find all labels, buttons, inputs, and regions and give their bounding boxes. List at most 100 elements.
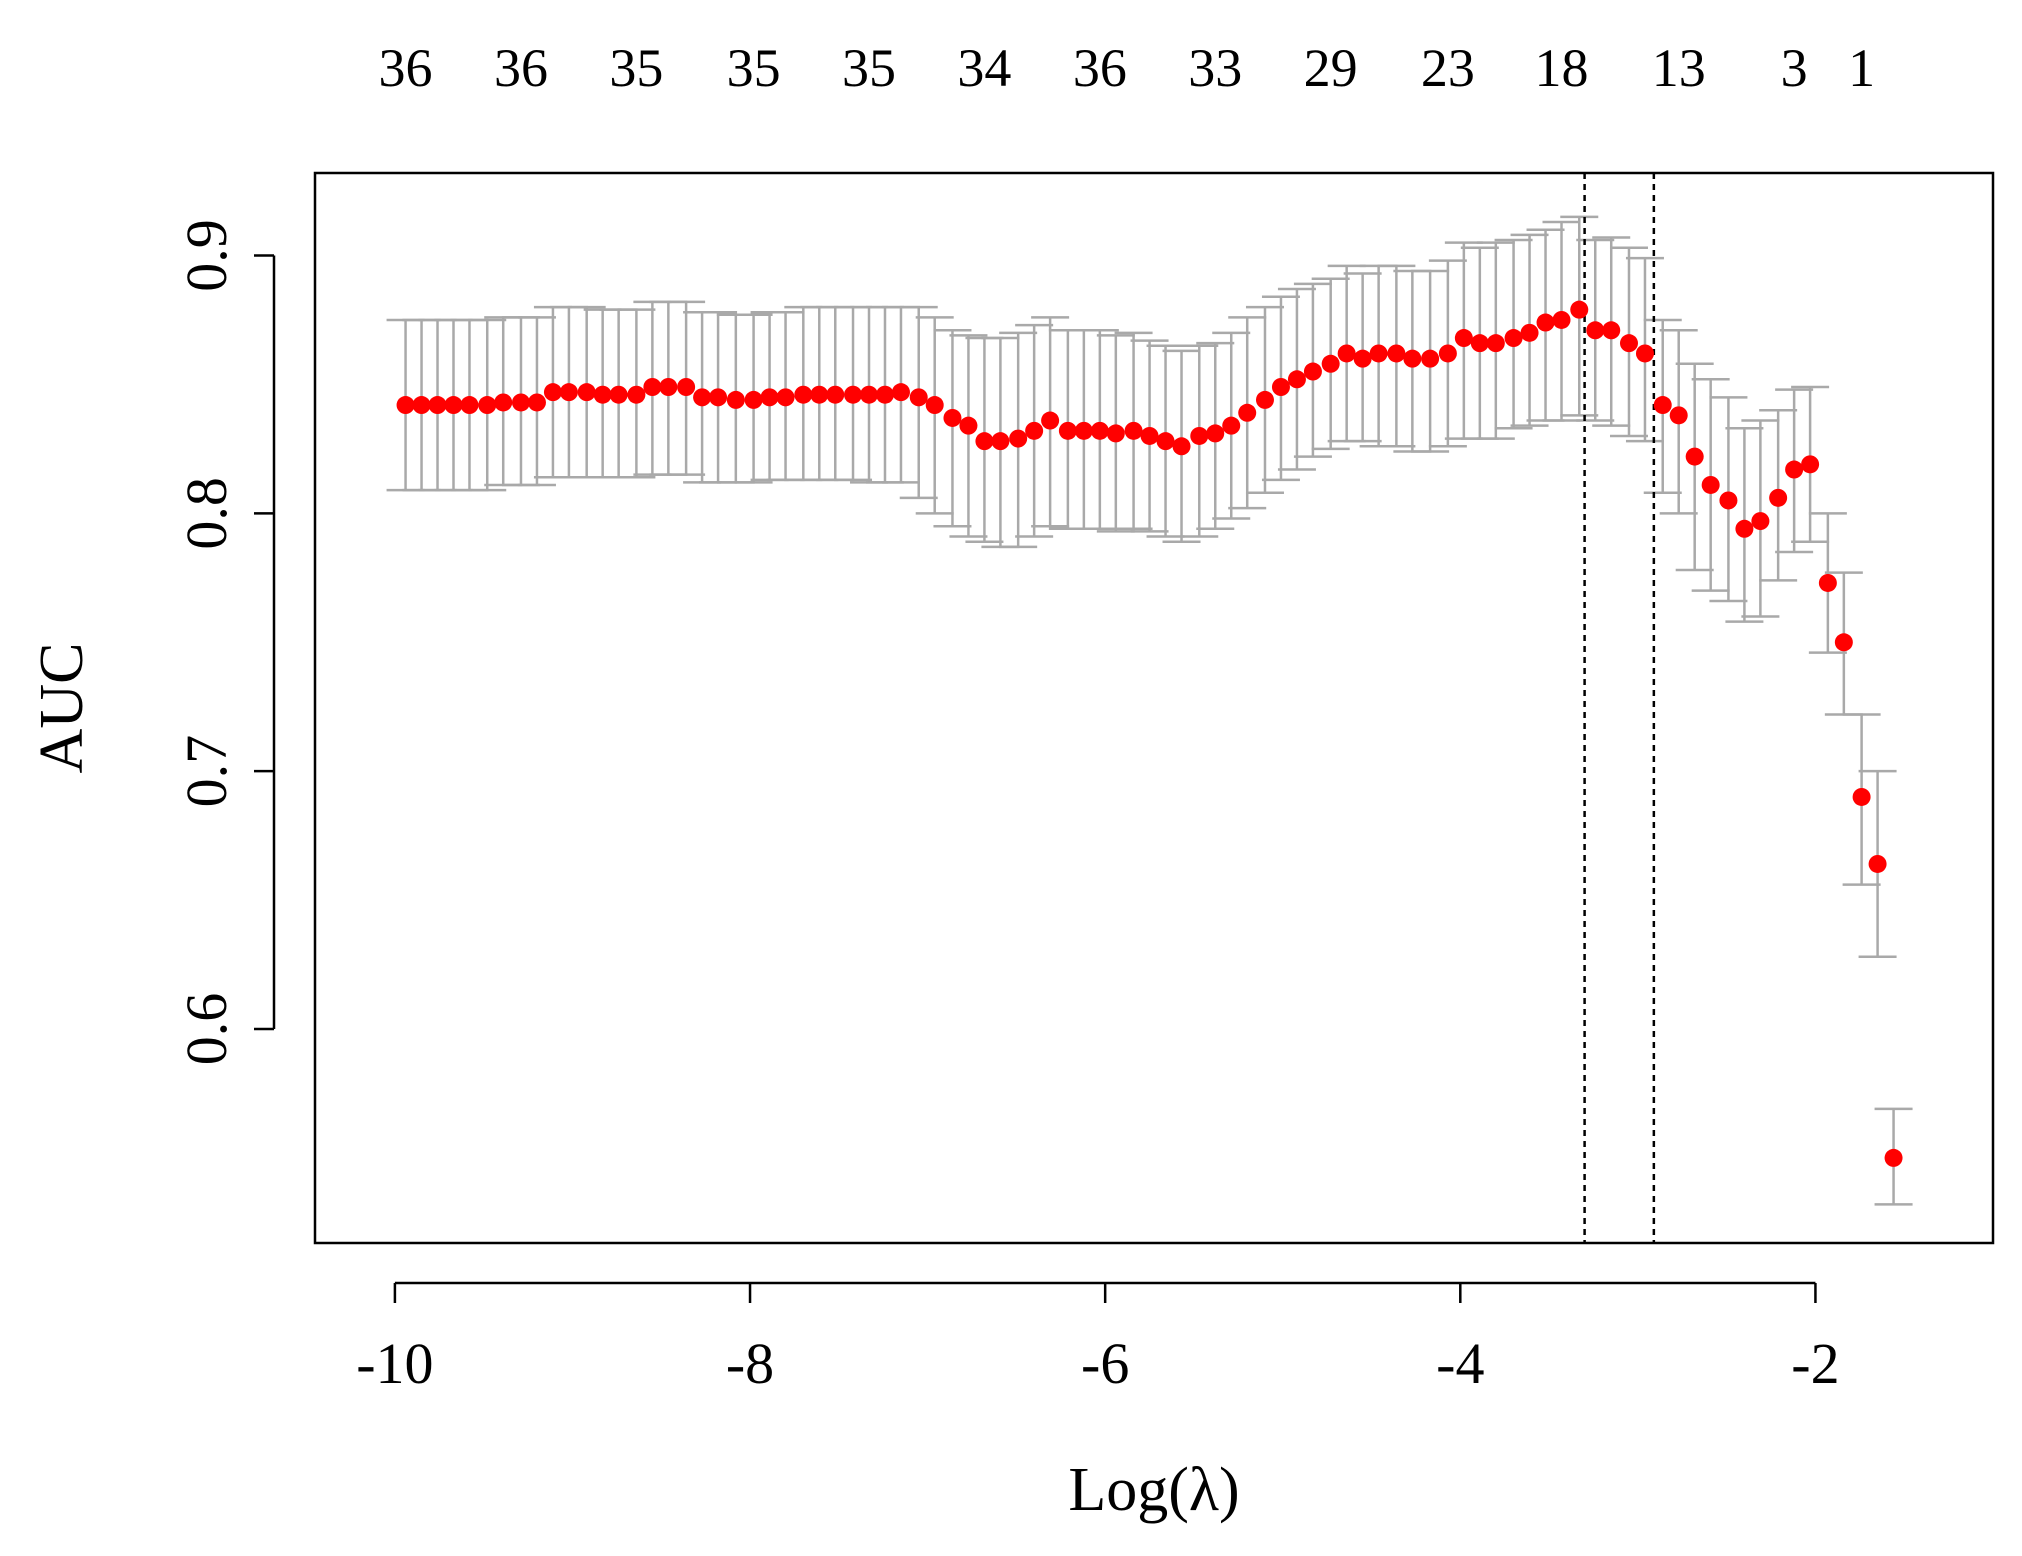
data-point <box>428 396 447 415</box>
data-point <box>1438 344 1457 363</box>
top-tick-label: 18 <box>1535 38 1589 98</box>
top-tick-label: 34 <box>957 38 1011 98</box>
data-point <box>478 396 497 415</box>
y-axis-label: AUC <box>28 643 96 774</box>
data-point <box>627 385 646 404</box>
data-point <box>1868 854 1887 873</box>
data-point <box>1009 429 1028 448</box>
data-point <box>1751 512 1770 531</box>
data-point <box>444 396 463 415</box>
data-point <box>1321 354 1340 373</box>
data-point <box>776 388 795 407</box>
data-point <box>1074 421 1093 440</box>
data-point <box>1222 416 1241 435</box>
data-point <box>1337 344 1356 363</box>
data-point <box>709 388 728 407</box>
data-point <box>659 378 678 396</box>
data-point <box>1504 329 1523 348</box>
y-tick-label: 0.7 <box>174 735 239 808</box>
y-tick-label: 0.8 <box>174 477 239 550</box>
data-point <box>1818 573 1837 592</box>
data-point <box>543 383 562 402</box>
data-point <box>1353 349 1372 368</box>
data-point <box>909 388 928 407</box>
data-point <box>860 385 879 404</box>
data-point <box>875 385 894 404</box>
data-point <box>494 393 513 412</box>
data-point <box>1090 421 1109 440</box>
data-point <box>559 383 578 402</box>
data-point <box>1570 300 1589 319</box>
errorbar-group <box>386 215 1913 1206</box>
data-point <box>1106 424 1125 443</box>
data-point <box>1619 334 1638 353</box>
top-tick-label: 29 <box>1304 38 1358 98</box>
data-point <box>1190 426 1209 445</box>
data-point <box>826 385 845 404</box>
data-point <box>1635 344 1654 363</box>
data-point <box>1206 424 1225 443</box>
data-point <box>1719 491 1738 510</box>
data-point <box>1536 313 1555 332</box>
data-point <box>577 383 596 402</box>
data-point <box>1769 488 1788 507</box>
data-point <box>1041 411 1060 430</box>
data-point <box>1685 447 1704 466</box>
top-tick-label: 35 <box>727 38 781 98</box>
data-point <box>1486 334 1505 353</box>
data-point <box>1287 370 1306 389</box>
top-tick-label: 36 <box>379 38 433 98</box>
data-point <box>760 388 779 407</box>
data-point <box>1520 323 1539 342</box>
data-point <box>527 393 546 412</box>
data-point <box>511 393 530 412</box>
data-point <box>1238 403 1257 422</box>
data-point <box>1140 426 1159 445</box>
data-point <box>593 385 612 404</box>
data-point <box>1852 787 1871 806</box>
data-point <box>1801 455 1820 474</box>
data-point <box>1271 378 1290 396</box>
data-point <box>1653 396 1672 415</box>
x-tick-label: -6 <box>1081 1331 1129 1396</box>
top-tick-label: 3 <box>1781 38 1808 98</box>
data-point <box>975 432 994 451</box>
data-point <box>677 378 696 396</box>
axes-group: -10 -8 -6 -4 -2 0.6 0.7 0.8 0.9 36 36 35 35 35 34 36 33 2… <box>174 38 1995 1396</box>
data-point <box>1669 406 1688 425</box>
data-point <box>991 432 1010 451</box>
data-point <box>794 385 813 404</box>
x-tick-label: -2 <box>1791 1331 1839 1396</box>
top-tick-label: 1 <box>1848 38 1875 98</box>
data-point <box>1552 310 1571 329</box>
data-point <box>396 396 415 415</box>
data-point <box>726 390 745 409</box>
data-point <box>643 378 662 396</box>
x-tick-label: -8 <box>726 1331 774 1396</box>
x-axis-label: Log(λ) <box>1068 1456 1239 1524</box>
data-point <box>693 388 712 407</box>
top-tick-label: 23 <box>1421 38 1475 98</box>
data-point <box>1387 344 1406 363</box>
top-tick-label: 36 <box>494 38 548 98</box>
x-tick-label: -10 <box>356 1331 433 1396</box>
data-point <box>959 416 978 435</box>
data-point <box>1602 321 1621 340</box>
data-point <box>1454 329 1473 348</box>
top-tick-label: 33 <box>1188 38 1242 98</box>
data-point <box>1156 432 1175 451</box>
data-point <box>460 396 479 415</box>
data-point <box>1369 344 1388 363</box>
data-point <box>1421 349 1440 368</box>
data-point <box>609 385 628 404</box>
data-point <box>1470 334 1489 353</box>
top-tick-label: 35 <box>842 38 896 98</box>
label-group: Log(λ) AUC <box>28 643 1240 1524</box>
top-tick-label: 13 <box>1652 38 1706 98</box>
data-point <box>744 390 763 409</box>
data-point <box>925 396 944 415</box>
data-point <box>1172 437 1191 456</box>
data-point <box>943 408 962 427</box>
data-point <box>1255 390 1274 409</box>
